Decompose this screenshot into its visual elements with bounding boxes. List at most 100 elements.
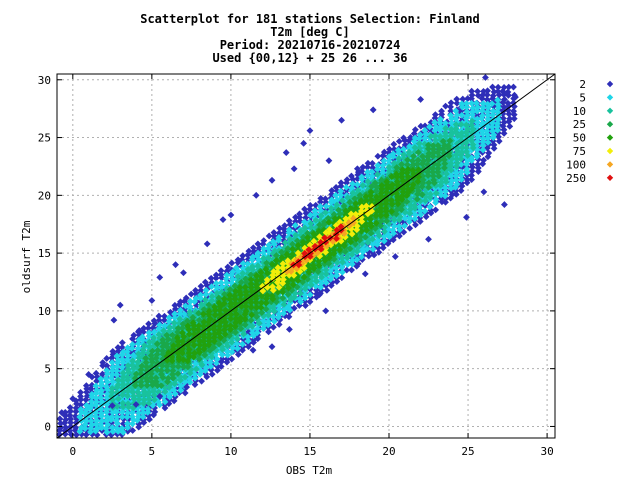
- data-point-class-10: [386, 205, 393, 213]
- data-point-class-2: [453, 99, 461, 107]
- data-point-class-5: [97, 409, 105, 417]
- data-point-class-5: [332, 264, 340, 272]
- data-point-class-5: [108, 413, 116, 421]
- data-point-class-25: [263, 259, 270, 267]
- data-point-class-5: [473, 150, 481, 158]
- data-point-class-10: [448, 129, 456, 137]
- data-point-class-10: [468, 121, 475, 129]
- data-point-class-5: [202, 286, 210, 294]
- data-point-class-2: [422, 213, 430, 221]
- data-point-class-5: [156, 321, 164, 329]
- data-point-class-2: [468, 87, 476, 95]
- data-point-class-2: [254, 335, 262, 343]
- data-point-class-5: [489, 111, 497, 119]
- data-point-class-2: [343, 176, 351, 184]
- data-point-class-10: [432, 136, 439, 144]
- data-point-class-10: [343, 254, 351, 262]
- data-point-class-2: [468, 167, 476, 175]
- data-point-class-10: [260, 312, 267, 320]
- data-point-class-2: [421, 122, 429, 130]
- data-point-class-2: [306, 298, 314, 306]
- data-point-class-10: [150, 334, 158, 342]
- data-point-class-2: [375, 248, 383, 256]
- data-point-class-2: [490, 102, 498, 110]
- data-point-class-5: [118, 355, 126, 363]
- data-point-class-2: [228, 355, 236, 363]
- data-point-class-10: [119, 403, 127, 411]
- data-point-class-5: [489, 127, 497, 135]
- data-point-class-10: [213, 289, 221, 297]
- data-point-class-2: [73, 400, 81, 408]
- data-point-class-5: [368, 168, 376, 176]
- data-point-class-10: [196, 358, 204, 365]
- data-point-class-5: [88, 398, 95, 406]
- data-point-class-5: [82, 417, 90, 425]
- data-point-class-2: [468, 171, 475, 179]
- data-point-class-2: [459, 95, 467, 103]
- data-point-class-2: [265, 328, 272, 336]
- data-point-class-10: [119, 384, 127, 392]
- data-point-class-25: [346, 245, 354, 253]
- data-point-class-5: [395, 223, 403, 230]
- data-point-class-2: [396, 232, 403, 240]
- data-point-class-5: [311, 207, 319, 215]
- data-point-class-25: [138, 362, 146, 370]
- data-point-class-2: [447, 107, 455, 115]
- data-point-class-2: [510, 107, 517, 115]
- data-point-class-5: [349, 180, 356, 188]
- data-point-class-10: [234, 278, 242, 285]
- data-point-class-5: [144, 405, 152, 413]
- data-point-class-5: [452, 107, 460, 115]
- data-point-class-2: [338, 274, 346, 282]
- data-point-class-25: [252, 309, 260, 317]
- data-point-class-5: [123, 348, 131, 356]
- data-point-class-10: [114, 381, 122, 389]
- data-point-class-5: [177, 306, 184, 314]
- data-point-class-5: [113, 371, 121, 378]
- data-point-class-5: [448, 177, 456, 184]
- data-point-class-10: [353, 193, 361, 201]
- data-point-class-10: [140, 385, 148, 392]
- data-point-class-5: [166, 386, 174, 394]
- data-point-class-5: [453, 118, 461, 126]
- data-point-class-25: [367, 229, 375, 237]
- data-point-class-10: [135, 350, 142, 358]
- data-point-class-10: [453, 155, 460, 163]
- data-point-class-10: [307, 232, 315, 239]
- data-point-class-10: [422, 159, 429, 167]
- data-point-class-25: [258, 309, 266, 317]
- data-point-class-10: [453, 159, 461, 167]
- data-point-class-25: [183, 317, 191, 325]
- data-point-class-2: [485, 149, 493, 157]
- data-point-class-5: [394, 146, 402, 154]
- data-point-class-5: [133, 417, 141, 424]
- data-point-class-2: [207, 274, 215, 282]
- data-point-class-2: [464, 95, 472, 102]
- data-point-class-2: [348, 266, 355, 274]
- chart-title-line-1: Scatterplot for 181 stations Selection: …: [140, 12, 480, 26]
- data-point-class-25: [368, 183, 376, 190]
- data-point-class-5: [463, 103, 471, 111]
- data-point-class-2: [145, 320, 152, 328]
- data-point-class-10: [375, 232, 383, 240]
- data-point-class-2: [302, 302, 309, 309]
- data-point-class-5: [389, 150, 397, 158]
- data-point-class-25: [153, 340, 161, 348]
- data-point-class-2: [494, 88, 502, 95]
- data-point-class-2: [474, 87, 481, 95]
- data-point-class-10: [119, 399, 127, 407]
- data-point-class-5: [102, 383, 110, 390]
- data-point-class-2: [228, 259, 236, 267]
- data-point-class-2: [270, 229, 278, 236]
- data-point-class-25: [143, 381, 151, 389]
- data-point-class-10: [407, 201, 414, 209]
- data-point-class-5: [275, 310, 283, 318]
- data-point-class-5: [119, 348, 127, 356]
- data-point-class-2: [369, 164, 377, 172]
- data-point-class-5: [484, 139, 492, 146]
- data-point-class-5: [275, 234, 283, 241]
- data-point-class-2: [500, 83, 508, 91]
- data-points: [56, 74, 519, 439]
- data-point-class-10: [422, 174, 430, 182]
- data-point-class-10: [395, 155, 403, 162]
